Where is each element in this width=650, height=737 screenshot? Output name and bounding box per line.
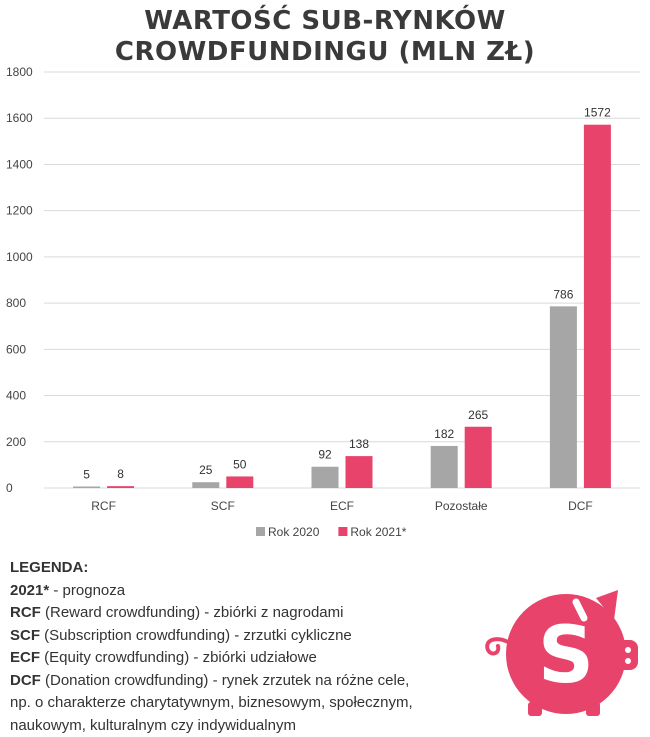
x-tick-label: ECF [330, 499, 354, 513]
legend-heading: LEGENDA: [10, 559, 89, 576]
bar [583, 124, 611, 489]
data-label: 92 [318, 448, 332, 462]
bar [107, 486, 135, 488]
y-tick-label: 0 [6, 481, 13, 495]
y-tick-label: 400 [6, 389, 26, 403]
bar [226, 476, 254, 488]
data-label: 265 [468, 408, 488, 422]
y-tick-label: 1600 [6, 111, 33, 125]
bar [430, 445, 458, 488]
data-label: 138 [349, 437, 369, 451]
legend-item: RCF (Reward crowdfunding) - zbiórki z na… [10, 604, 344, 621]
bar-chart: 0 200 400 600 800 1000 1200 1400 1600 1800 5 8 RCF 25… [6, 65, 640, 539]
svg-text:S: S [538, 611, 594, 701]
legend-item: 2021* - prognoza [10, 581, 126, 599]
legend-swatch [256, 527, 265, 536]
chart-title-line1: Wartość sub-rynków [144, 6, 506, 36]
legend-block: LEGENDA: 2021* - prognoza RCF (Reward cr… [10, 557, 480, 737]
data-label: 25 [199, 463, 213, 477]
bar [73, 486, 101, 488]
y-tick-label: 600 [6, 342, 26, 356]
legend-item: SCF (Subscription crowdfunding) - zrzutk… [10, 626, 352, 644]
legend-label: Rok 2021* [350, 525, 406, 539]
y-tick-label: 1800 [6, 65, 33, 79]
x-tick-label: DCF [568, 499, 593, 513]
data-label: 182 [434, 427, 454, 441]
legend-item: DCF (Donation crowdfunding) - rynek zrzu… [10, 671, 410, 689]
bar [464, 426, 492, 488]
legend-label: Rok 2020 [268, 525, 320, 539]
bar [192, 482, 220, 488]
bar [345, 456, 373, 488]
legend-swatch [338, 527, 348, 536]
chart-title: Wartość sub-rynków crowdfundingu (mln zł… [0, 6, 650, 68]
data-label: 786 [553, 287, 573, 301]
data-label: 5 [83, 468, 90, 482]
x-tick-label: SCF [211, 499, 235, 513]
y-tick-label: 200 [6, 435, 26, 449]
piggy-bank-dollar-icon: S [485, 590, 638, 716]
y-tick-label: 1400 [6, 157, 33, 171]
y-tick-label: 1200 [6, 204, 33, 218]
x-tick-label: Pozostałe [435, 499, 488, 513]
bar [311, 466, 339, 488]
data-label: 50 [233, 457, 247, 471]
x-tick-label: RCF [91, 499, 116, 513]
data-label: 8 [117, 467, 124, 481]
chart-title-line2: crowdfundingu (mln zł) [114, 37, 536, 67]
y-tick-label: 1000 [6, 250, 33, 264]
legend-extra-line: np. o charakterze charytatywnym, bizneso… [10, 694, 413, 711]
data-label: 1572 [584, 106, 611, 120]
bar [549, 306, 577, 488]
legend-extra-line: naukowym, kulturalnym czy indywidualnym [10, 716, 296, 734]
legend-item: ECF (Equity crowdfunding) - zbiórki udzi… [10, 649, 317, 666]
y-tick-label: 800 [6, 296, 26, 310]
